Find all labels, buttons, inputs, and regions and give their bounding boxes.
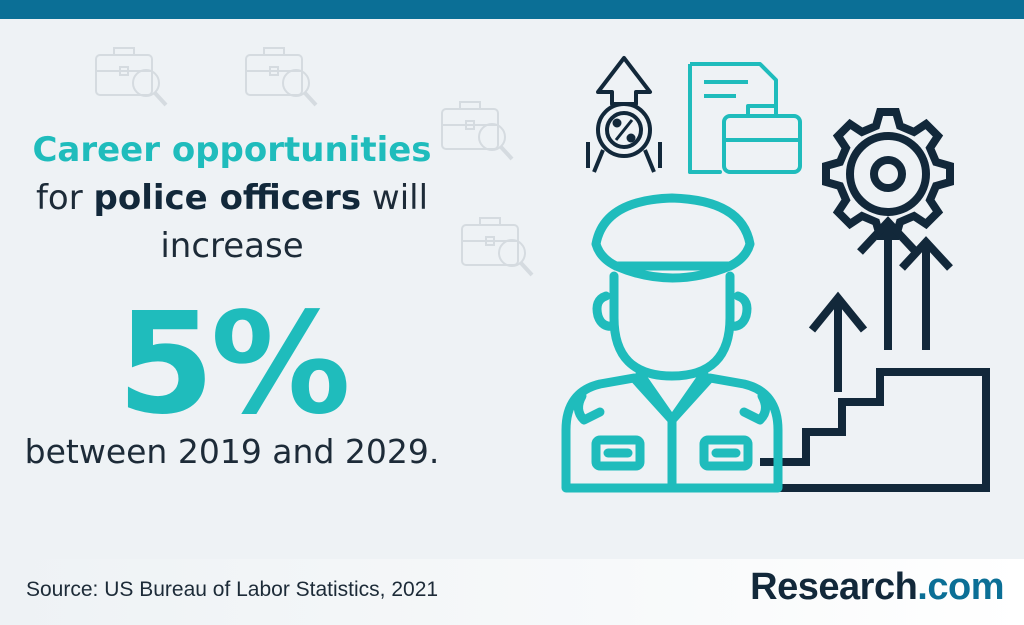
police-officer-icon [561,193,783,493]
brand-main: Research [750,566,918,608]
footer [0,559,1024,625]
document-briefcase-icon [688,62,802,174]
briefcase-search-icon [244,46,318,107]
headline-post: will [361,178,429,218]
period-text: between 2019 and 2029. [24,432,440,471]
briefcase-search-icon [94,46,168,107]
briefcase-search-icon [460,216,534,277]
stairs-arrows-icon [760,216,990,492]
brand-suffix: .com [917,566,1004,608]
headline-line3: increase [160,226,304,266]
headline-teal: Career opportunities [32,130,432,170]
brand-logo[interactable]: Research.com [750,566,1004,609]
headline: Career opportunities for police officers… [0,126,464,270]
headline-bold: police officers [93,178,362,218]
stat-value: 5% [117,283,351,446]
career-illustration [561,56,990,493]
headline-pre: for [35,178,94,218]
source-text: Source: US Bureau of Labor Statistics, 2… [26,578,439,601]
percent-badge-up-icon [586,56,662,173]
top-bar [0,0,1024,19]
